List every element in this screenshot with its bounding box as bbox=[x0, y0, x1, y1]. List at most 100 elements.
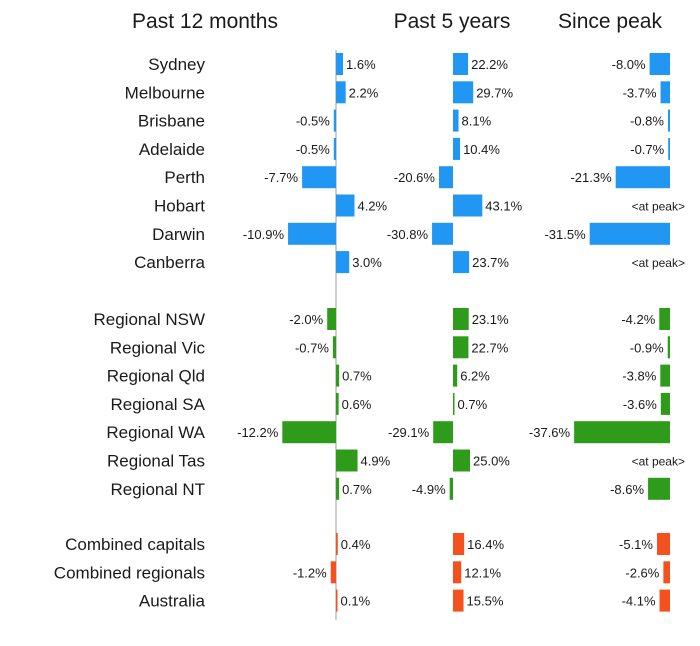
bar-past-12-months-australia bbox=[336, 589, 338, 612]
value-label-past-5-years-perth: -20.6% bbox=[394, 170, 436, 185]
bar-since-peak-regional-wa bbox=[574, 421, 670, 444]
value-label-since-peak-regional-wa: -37.6% bbox=[529, 425, 571, 440]
value-label-past-5-years-brisbane: 8.1% bbox=[462, 114, 492, 129]
bar-past-5-years-regional-sa bbox=[453, 392, 455, 415]
value-label-past-5-years-regional-sa: 0.7% bbox=[458, 397, 488, 412]
value-label-since-peak-sydney: -8.0% bbox=[612, 57, 646, 72]
value-label-past-12-months-regional-qld: 0.7% bbox=[342, 369, 372, 384]
value-label-since-peak-regional-sa: -3.6% bbox=[623, 397, 657, 412]
bar-past-12-months-perth bbox=[302, 166, 336, 189]
value-label-since-peak-regional-nt: -8.6% bbox=[610, 482, 644, 497]
bar-since-peak-adelaide bbox=[668, 137, 670, 160]
bar-past-12-months-regional-vic bbox=[332, 336, 336, 359]
bar-past-5-years-combined-regionals bbox=[453, 561, 462, 584]
value-label-past-5-years-combined-regionals: 12.1% bbox=[464, 565, 501, 580]
at-peak-label-regional-tas: <at peak> bbox=[632, 455, 685, 469]
bar-since-peak-brisbane bbox=[667, 109, 670, 132]
at-peak-label-hobart: <at peak> bbox=[632, 200, 685, 214]
value-label-past-12-months-melbourne: 2.2% bbox=[349, 85, 379, 100]
value-label-past-12-months-brisbane: -0.5% bbox=[296, 114, 330, 129]
value-label-past-12-months-regional-tas: 4.9% bbox=[361, 454, 391, 469]
bar-past-12-months-regional-wa bbox=[282, 421, 336, 444]
chart-marks: Sydney 1.6% 22.2% -8.0% Melbourne 2.2% 29.7% -3… bbox=[54, 53, 685, 612]
value-label-past-12-months-regional-wa: -12.2% bbox=[237, 425, 279, 440]
bar-since-peak-regional-vic bbox=[667, 336, 670, 359]
value-label-past-5-years-sydney: 22.2% bbox=[471, 57, 508, 72]
row-label-brisbane: Brisbane bbox=[138, 112, 205, 131]
bar-past-12-months-hobart bbox=[336, 194, 355, 217]
value-label-since-peak-combined-regionals: -2.6% bbox=[625, 565, 659, 580]
value-label-since-peak-regional-nsw: -4.2% bbox=[621, 312, 655, 327]
value-label-past-5-years-australia: 15.5% bbox=[467, 594, 504, 609]
value-label-past-12-months-regional-nt: 0.7% bbox=[342, 482, 372, 497]
row-label-regional-vic: Regional Vic bbox=[110, 338, 206, 357]
bar-past-12-months-combined-regionals bbox=[330, 561, 336, 584]
value-label-since-peak-darwin: -31.5% bbox=[544, 227, 586, 242]
value-label-past-12-months-darwin: -10.9% bbox=[243, 227, 285, 242]
bar-past-12-months-regional-nsw bbox=[327, 308, 336, 330]
bar-past-5-years-canberra bbox=[453, 251, 470, 274]
value-label-past-5-years-hobart: 43.1% bbox=[485, 199, 522, 214]
bar-past-5-years-adelaide bbox=[453, 137, 461, 160]
bar-since-peak-combined-capitals bbox=[656, 533, 670, 555]
row-label-regional-nsw: Regional NSW bbox=[94, 310, 206, 329]
bar-past-5-years-regional-nt bbox=[449, 477, 453, 500]
value-label-past-12-months-combined-capitals: 0.4% bbox=[341, 537, 371, 552]
bar-since-peak-australia bbox=[659, 589, 670, 612]
bar-since-peak-perth bbox=[615, 166, 670, 189]
bar-past-5-years-regional-nsw bbox=[453, 308, 469, 330]
bar-since-peak-sydney bbox=[649, 53, 670, 75]
bar-since-peak-regional-qld bbox=[660, 364, 670, 387]
bar-past-5-years-regional-wa bbox=[433, 421, 453, 444]
row-label-combined-regionals: Combined regionals bbox=[54, 563, 205, 582]
bar-past-5-years-regional-vic bbox=[453, 336, 469, 359]
row-label-hobart: Hobart bbox=[154, 197, 205, 216]
value-label-since-peak-regional-qld: -3.8% bbox=[622, 369, 656, 384]
value-label-past-5-years-regional-nsw: 23.1% bbox=[472, 312, 509, 327]
bar-past-12-months-regional-nt bbox=[336, 477, 340, 500]
bar-past-5-years-australia bbox=[453, 589, 464, 612]
value-label-past-5-years-adelaide: 10.4% bbox=[463, 142, 500, 157]
value-label-since-peak-australia: -4.1% bbox=[622, 594, 656, 609]
bar-past-5-years-brisbane bbox=[453, 109, 459, 132]
value-label-past-5-years-regional-vic: 22.7% bbox=[471, 340, 508, 355]
bar-past-5-years-sydney bbox=[453, 53, 469, 75]
bar-since-peak-regional-sa bbox=[660, 392, 670, 415]
value-label-past-12-months-regional-sa: 0.6% bbox=[342, 397, 372, 412]
row-label-darwin: Darwin bbox=[152, 225, 205, 244]
value-label-since-peak-regional-vic: -0.9% bbox=[630, 340, 664, 355]
bar-past-5-years-darwin bbox=[432, 222, 453, 245]
value-label-past-12-months-hobart: 4.2% bbox=[357, 199, 387, 214]
row-label-regional-wa: Regional WA bbox=[106, 423, 205, 442]
bar-since-peak-darwin bbox=[589, 222, 670, 245]
bar-past-12-months-regional-qld bbox=[336, 364, 340, 387]
value-label-past-12-months-regional-nsw: -2.0% bbox=[289, 312, 323, 327]
bar-past-12-months-darwin bbox=[288, 222, 336, 245]
value-label-since-peak-adelaide: -0.7% bbox=[630, 142, 664, 157]
row-label-regional-qld: Regional Qld bbox=[107, 367, 205, 386]
at-peak-label-canberra: <at peak> bbox=[632, 256, 685, 270]
column-title-past-5-years: Past 5 years bbox=[394, 10, 511, 33]
bar-since-peak-melbourne bbox=[660, 81, 670, 104]
value-label-past-5-years-darwin: -30.8% bbox=[387, 227, 429, 242]
value-label-past-12-months-adelaide: -0.5% bbox=[296, 142, 330, 157]
bar-past-12-months-brisbane bbox=[333, 109, 336, 132]
bar-past-12-months-canberra bbox=[336, 251, 350, 274]
value-label-past-5-years-melbourne: 29.7% bbox=[476, 85, 513, 100]
row-label-regional-nt: Regional NT bbox=[111, 480, 206, 499]
value-label-since-peak-combined-capitals: -5.1% bbox=[619, 537, 653, 552]
value-label-past-12-months-canberra: 3.0% bbox=[352, 255, 382, 270]
value-label-since-peak-perth: -21.3% bbox=[570, 170, 612, 185]
value-label-past-12-months-perth: -7.7% bbox=[264, 170, 298, 185]
row-label-canberra: Canberra bbox=[134, 253, 205, 272]
bar-past-5-years-hobart bbox=[453, 194, 483, 217]
bar-since-peak-regional-nt bbox=[648, 477, 670, 500]
row-label-regional-sa: Regional SA bbox=[110, 395, 205, 414]
bar-past-12-months-adelaide bbox=[333, 137, 336, 160]
row-label-combined-capitals: Combined capitals bbox=[65, 535, 205, 554]
bar-since-peak-regional-nsw bbox=[659, 308, 670, 330]
bar-since-peak-combined-regionals bbox=[663, 561, 670, 584]
column-title-since-peak: Since peak bbox=[558, 10, 662, 33]
row-label-regional-tas: Regional Tas bbox=[107, 452, 205, 471]
bar-past-12-months-regional-sa bbox=[336, 392, 339, 415]
